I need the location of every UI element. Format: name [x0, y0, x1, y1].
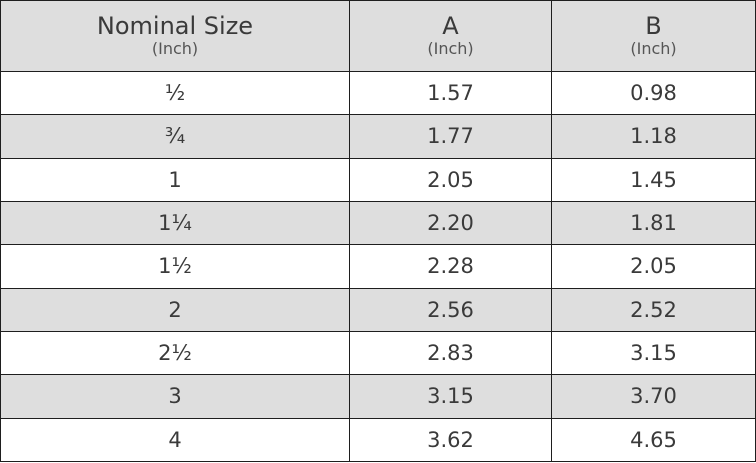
- cell-a: 2.56: [349, 287, 552, 332]
- cell-nominal-size: ¾: [0, 114, 350, 159]
- table-row: 1 2.05 1.45: [0, 157, 756, 202]
- table-row: 1½ 2.28 2.05: [0, 244, 756, 289]
- cell-b: 1.81: [551, 200, 756, 246]
- table-row: ¾ 1.77 1.18: [0, 114, 756, 159]
- cell-nominal-size: 1: [0, 157, 350, 202]
- table-row: 3 3.15 3.70: [0, 374, 756, 419]
- cell-b: 1.18: [551, 114, 756, 159]
- cell-nominal-size: 1¼: [0, 200, 350, 246]
- table-row: 2½ 2.83 3.15: [0, 330, 756, 376]
- cell-b: 0.98: [551, 70, 756, 116]
- cell-a: 2.05: [349, 157, 552, 202]
- table-row: 2 2.56 2.52: [0, 287, 756, 332]
- header-row: Nominal Size (Inch) A (Inch) B (Inch): [0, 0, 756, 72]
- table-row: 1¼ 2.20 1.81: [0, 200, 756, 246]
- cell-b: 3.15: [551, 330, 756, 376]
- table-row: 4 3.62 4.65: [0, 417, 756, 463]
- cell-a: 3.62: [349, 417, 552, 463]
- cell-nominal-size: 4: [0, 417, 350, 463]
- table-row: ½ 1.57 0.98: [0, 70, 756, 116]
- header-label: A: [442, 12, 459, 40]
- header-b: B (Inch): [551, 0, 756, 72]
- cell-b: 2.05: [551, 244, 756, 289]
- cell-nominal-size: 2½: [0, 330, 350, 376]
- cell-a: 1.77: [349, 114, 552, 159]
- header-unit: (Inch): [630, 39, 677, 58]
- header-a: A (Inch): [349, 0, 552, 72]
- cell-nominal-size: 2: [0, 287, 350, 332]
- cell-b: 2.52: [551, 287, 756, 332]
- cell-nominal-size: ½: [0, 70, 350, 116]
- header-label: Nominal Size: [96, 12, 254, 40]
- cell-a: 1.57: [349, 70, 552, 116]
- cell-b: 1.45: [551, 157, 756, 202]
- cell-nominal-size: 3: [0, 374, 350, 419]
- cell-b: 3.70: [551, 374, 756, 419]
- header-label: B: [645, 12, 662, 40]
- header-nominal-size: Nominal Size (Inch): [0, 0, 350, 72]
- cell-a: 2.20: [349, 200, 552, 246]
- cell-a: 2.83: [349, 330, 552, 376]
- cell-b: 4.65: [551, 417, 756, 463]
- cell-a: 3.15: [349, 374, 552, 419]
- cell-a: 2.28: [349, 244, 552, 289]
- header-unit: (Inch): [151, 39, 199, 58]
- cell-nominal-size: 1½: [0, 244, 350, 289]
- header-unit: (Inch): [427, 39, 474, 58]
